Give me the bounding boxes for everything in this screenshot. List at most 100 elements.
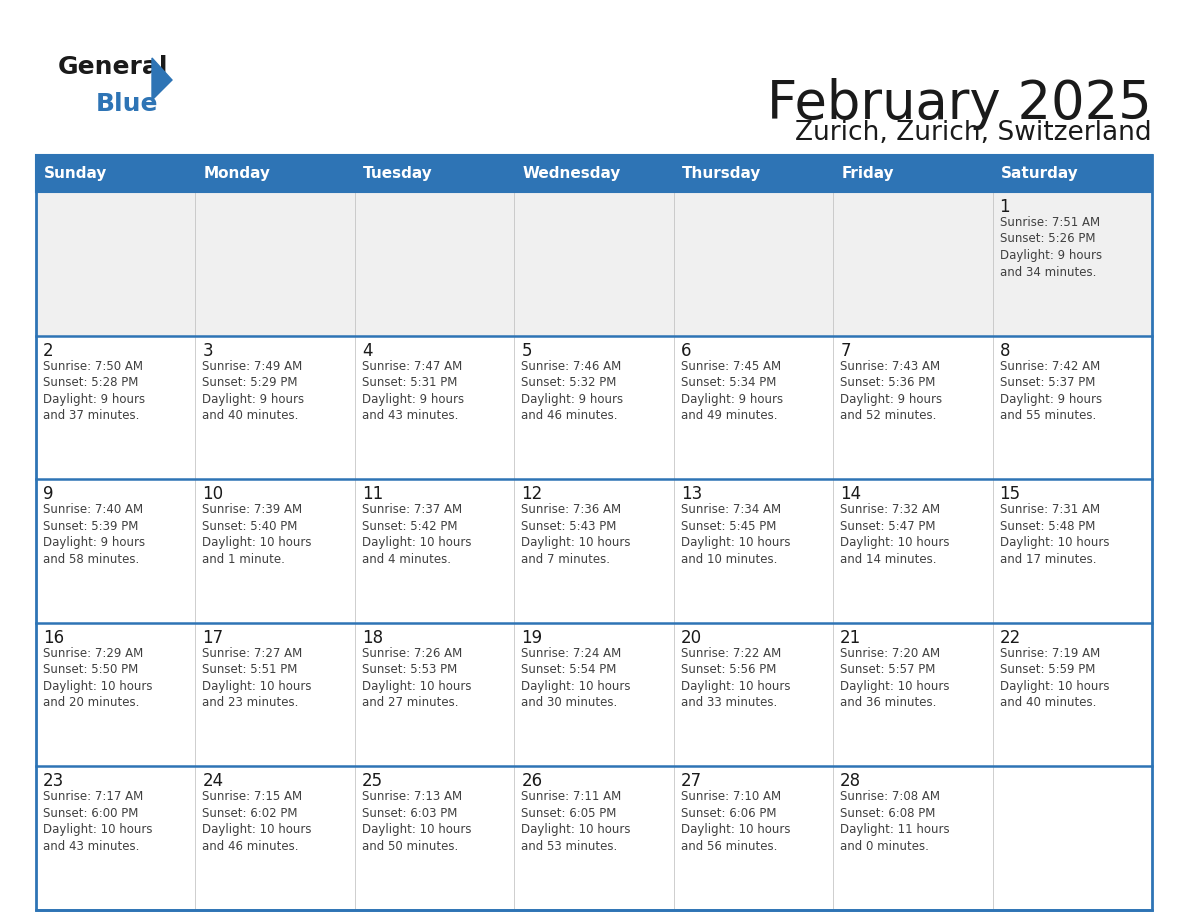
Text: 15: 15 — [999, 486, 1020, 503]
Text: 12: 12 — [522, 486, 543, 503]
Bar — [674, 479, 833, 622]
Bar — [36, 336, 196, 479]
Text: 24: 24 — [202, 772, 223, 790]
Text: 16: 16 — [43, 629, 64, 647]
Text: 5: 5 — [522, 341, 532, 360]
Bar — [355, 622, 514, 767]
Text: Sunrise: 7:11 AM
Sunset: 6:05 PM
Daylight: 10 hours
and 53 minutes.: Sunrise: 7:11 AM Sunset: 6:05 PM Dayligh… — [522, 790, 631, 853]
Text: 10: 10 — [202, 486, 223, 503]
Text: Sunrise: 7:19 AM
Sunset: 5:59 PM
Daylight: 10 hours
and 40 minutes.: Sunrise: 7:19 AM Sunset: 5:59 PM Dayligh… — [999, 647, 1110, 710]
Text: Sunrise: 7:43 AM
Sunset: 5:36 PM
Daylight: 9 hours
and 52 minutes.: Sunrise: 7:43 AM Sunset: 5:36 PM Dayligh… — [840, 360, 942, 422]
Text: February 2025: February 2025 — [767, 78, 1152, 130]
Bar — [833, 336, 992, 479]
Text: 22: 22 — [999, 629, 1020, 647]
Text: 17: 17 — [202, 629, 223, 647]
Bar — [514, 767, 674, 910]
Text: Sunrise: 7:31 AM
Sunset: 5:48 PM
Daylight: 10 hours
and 17 minutes.: Sunrise: 7:31 AM Sunset: 5:48 PM Dayligh… — [999, 503, 1110, 565]
Bar — [196, 155, 355, 192]
Text: Blue: Blue — [96, 92, 158, 116]
Bar — [992, 767, 1152, 910]
Text: Sunrise: 7:39 AM
Sunset: 5:40 PM
Daylight: 10 hours
and 1 minute.: Sunrise: 7:39 AM Sunset: 5:40 PM Dayligh… — [202, 503, 312, 565]
Text: 14: 14 — [840, 486, 861, 503]
Text: 27: 27 — [681, 772, 702, 790]
Text: Sunrise: 7:51 AM
Sunset: 5:26 PM
Daylight: 9 hours
and 34 minutes.: Sunrise: 7:51 AM Sunset: 5:26 PM Dayligh… — [999, 216, 1101, 278]
Bar — [833, 767, 992, 910]
Bar — [196, 479, 355, 622]
Bar — [36, 155, 1152, 192]
Text: General: General — [58, 55, 169, 79]
Bar — [514, 622, 674, 767]
Text: 3: 3 — [202, 341, 213, 360]
Text: Sunrise: 7:42 AM
Sunset: 5:37 PM
Daylight: 9 hours
and 55 minutes.: Sunrise: 7:42 AM Sunset: 5:37 PM Dayligh… — [999, 360, 1101, 422]
Bar — [514, 479, 674, 622]
Polygon shape — [152, 58, 172, 100]
Text: 2: 2 — [43, 341, 53, 360]
Text: 25: 25 — [362, 772, 383, 790]
Text: Sunrise: 7:32 AM
Sunset: 5:47 PM
Daylight: 10 hours
and 14 minutes.: Sunrise: 7:32 AM Sunset: 5:47 PM Dayligh… — [840, 503, 949, 565]
Bar — [514, 336, 674, 479]
Text: Sunrise: 7:24 AM
Sunset: 5:54 PM
Daylight: 10 hours
and 30 minutes.: Sunrise: 7:24 AM Sunset: 5:54 PM Dayligh… — [522, 647, 631, 710]
Text: Sunrise: 7:22 AM
Sunset: 5:56 PM
Daylight: 10 hours
and 33 minutes.: Sunrise: 7:22 AM Sunset: 5:56 PM Dayligh… — [681, 647, 790, 710]
Text: Sunday: Sunday — [44, 166, 107, 181]
Bar — [992, 479, 1152, 622]
Text: Sunrise: 7:29 AM
Sunset: 5:50 PM
Daylight: 10 hours
and 20 minutes.: Sunrise: 7:29 AM Sunset: 5:50 PM Dayligh… — [43, 647, 152, 710]
Text: 21: 21 — [840, 629, 861, 647]
Bar — [674, 336, 833, 479]
Text: 7: 7 — [840, 341, 851, 360]
Text: 23: 23 — [43, 772, 64, 790]
Bar — [36, 479, 196, 622]
Text: Sunrise: 7:27 AM
Sunset: 5:51 PM
Daylight: 10 hours
and 23 minutes.: Sunrise: 7:27 AM Sunset: 5:51 PM Dayligh… — [202, 647, 312, 710]
Bar — [196, 336, 355, 479]
Text: Monday: Monday — [203, 166, 271, 181]
Text: Sunrise: 7:34 AM
Sunset: 5:45 PM
Daylight: 10 hours
and 10 minutes.: Sunrise: 7:34 AM Sunset: 5:45 PM Dayligh… — [681, 503, 790, 565]
Text: 4: 4 — [362, 341, 372, 360]
Text: Sunrise: 7:36 AM
Sunset: 5:43 PM
Daylight: 10 hours
and 7 minutes.: Sunrise: 7:36 AM Sunset: 5:43 PM Dayligh… — [522, 503, 631, 565]
Bar — [196, 767, 355, 910]
Bar — [674, 767, 833, 910]
Bar — [36, 622, 196, 767]
Bar — [992, 622, 1152, 767]
Text: Sunrise: 7:45 AM
Sunset: 5:34 PM
Daylight: 9 hours
and 49 minutes.: Sunrise: 7:45 AM Sunset: 5:34 PM Dayligh… — [681, 360, 783, 422]
Bar — [355, 155, 514, 192]
Bar — [355, 192, 514, 336]
Text: Sunrise: 7:37 AM
Sunset: 5:42 PM
Daylight: 10 hours
and 4 minutes.: Sunrise: 7:37 AM Sunset: 5:42 PM Dayligh… — [362, 503, 472, 565]
Text: 1: 1 — [999, 198, 1010, 216]
Bar — [992, 192, 1152, 336]
Bar — [674, 622, 833, 767]
Text: Sunrise: 7:17 AM
Sunset: 6:00 PM
Daylight: 10 hours
and 43 minutes.: Sunrise: 7:17 AM Sunset: 6:00 PM Dayligh… — [43, 790, 152, 853]
Bar — [674, 155, 833, 192]
Bar — [196, 622, 355, 767]
Bar — [514, 155, 674, 192]
Bar — [355, 479, 514, 622]
Text: 18: 18 — [362, 629, 383, 647]
Bar — [36, 155, 1152, 910]
Bar — [674, 192, 833, 336]
Text: Sunrise: 7:10 AM
Sunset: 6:06 PM
Daylight: 10 hours
and 56 minutes.: Sunrise: 7:10 AM Sunset: 6:06 PM Dayligh… — [681, 790, 790, 853]
Bar — [355, 336, 514, 479]
Text: 26: 26 — [522, 772, 543, 790]
Text: Sunrise: 7:13 AM
Sunset: 6:03 PM
Daylight: 10 hours
and 50 minutes.: Sunrise: 7:13 AM Sunset: 6:03 PM Dayligh… — [362, 790, 472, 853]
Bar — [833, 479, 992, 622]
Text: Sunrise: 7:46 AM
Sunset: 5:32 PM
Daylight: 9 hours
and 46 minutes.: Sunrise: 7:46 AM Sunset: 5:32 PM Dayligh… — [522, 360, 624, 422]
Text: Sunrise: 7:26 AM
Sunset: 5:53 PM
Daylight: 10 hours
and 27 minutes.: Sunrise: 7:26 AM Sunset: 5:53 PM Dayligh… — [362, 647, 472, 710]
Bar — [833, 155, 992, 192]
Text: 9: 9 — [43, 486, 53, 503]
Text: 19: 19 — [522, 629, 543, 647]
Bar — [992, 336, 1152, 479]
Text: Sunrise: 7:08 AM
Sunset: 6:08 PM
Daylight: 11 hours
and 0 minutes.: Sunrise: 7:08 AM Sunset: 6:08 PM Dayligh… — [840, 790, 949, 853]
Text: Wednesday: Wednesday — [523, 166, 620, 181]
Bar — [36, 192, 196, 336]
Text: Thursday: Thursday — [682, 166, 762, 181]
Bar — [833, 192, 992, 336]
Text: Sunrise: 7:20 AM
Sunset: 5:57 PM
Daylight: 10 hours
and 36 minutes.: Sunrise: 7:20 AM Sunset: 5:57 PM Dayligh… — [840, 647, 949, 710]
Text: Sunrise: 7:50 AM
Sunset: 5:28 PM
Daylight: 9 hours
and 37 minutes.: Sunrise: 7:50 AM Sunset: 5:28 PM Dayligh… — [43, 360, 145, 422]
Text: 8: 8 — [999, 341, 1010, 360]
Bar — [992, 155, 1152, 192]
Text: Sunrise: 7:40 AM
Sunset: 5:39 PM
Daylight: 9 hours
and 58 minutes.: Sunrise: 7:40 AM Sunset: 5:39 PM Dayligh… — [43, 503, 145, 565]
Text: 6: 6 — [681, 341, 691, 360]
Text: 28: 28 — [840, 772, 861, 790]
Text: Saturday: Saturday — [1000, 166, 1079, 181]
Bar — [355, 767, 514, 910]
Text: 20: 20 — [681, 629, 702, 647]
Bar — [514, 192, 674, 336]
